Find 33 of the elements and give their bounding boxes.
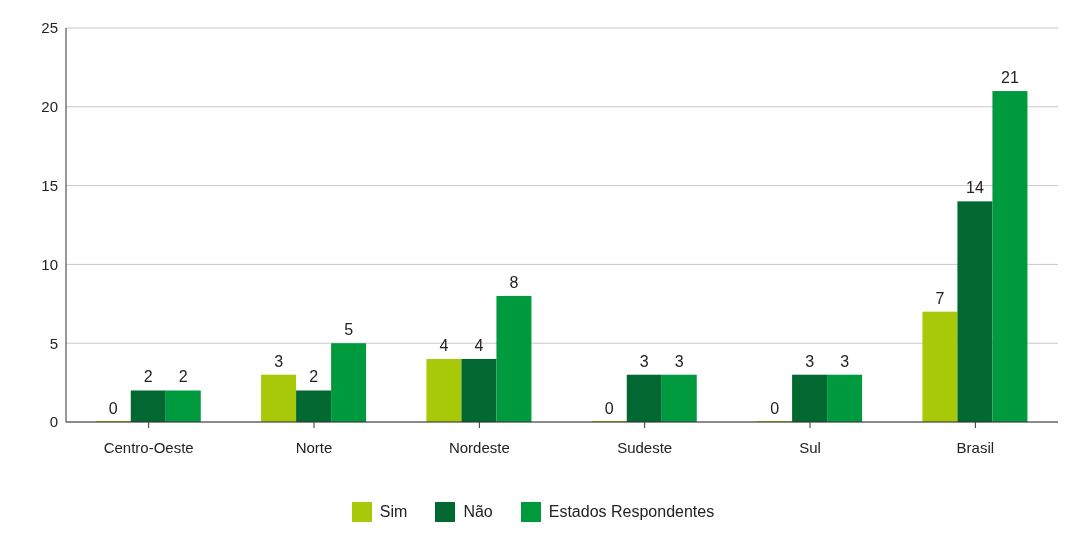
x-tick-label: Sudeste	[617, 438, 673, 456]
data-label: 2	[143, 368, 153, 386]
data-label: 21	[1001, 69, 1019, 87]
data-label: 7	[935, 289, 945, 307]
y-tick-label: 0	[49, 413, 58, 431]
x-tick-label: Centro-Oeste	[103, 438, 194, 456]
data-label: 3	[274, 352, 284, 370]
y-tick-label: 5	[49, 334, 58, 352]
data-label: 0	[770, 400, 780, 417]
x-tick-label: Sul	[799, 438, 821, 456]
data-label: 5	[344, 321, 354, 339]
y-tick-label: 25	[41, 19, 58, 37]
x-tick-label: Norte	[295, 438, 333, 456]
y-tick-label: 10	[41, 255, 58, 273]
data-label: 8	[509, 273, 519, 291]
legend-label: Sim	[378, 502, 408, 522]
x-tick-label: Nordeste	[448, 438, 510, 456]
data-label: 14	[966, 179, 984, 197]
data-label: 0	[604, 400, 614, 417]
data-label: 4	[439, 336, 449, 354]
x-tick-label: Brasil	[956, 438, 995, 456]
data-label: 2	[309, 368, 319, 386]
legend-label: Estados Respondentes	[547, 502, 715, 522]
data-label: 3	[805, 352, 815, 370]
data-label: 3	[840, 352, 850, 370]
data-label: 2	[178, 368, 188, 386]
y-tick-label: 15	[41, 176, 58, 194]
y-tick-label: 20	[41, 98, 58, 116]
data-label: 0	[108, 400, 118, 417]
data-label: 3	[674, 352, 684, 370]
legend-label: Não	[462, 502, 493, 522]
data-label: 3	[639, 352, 649, 370]
data-label: 4	[474, 336, 484, 354]
